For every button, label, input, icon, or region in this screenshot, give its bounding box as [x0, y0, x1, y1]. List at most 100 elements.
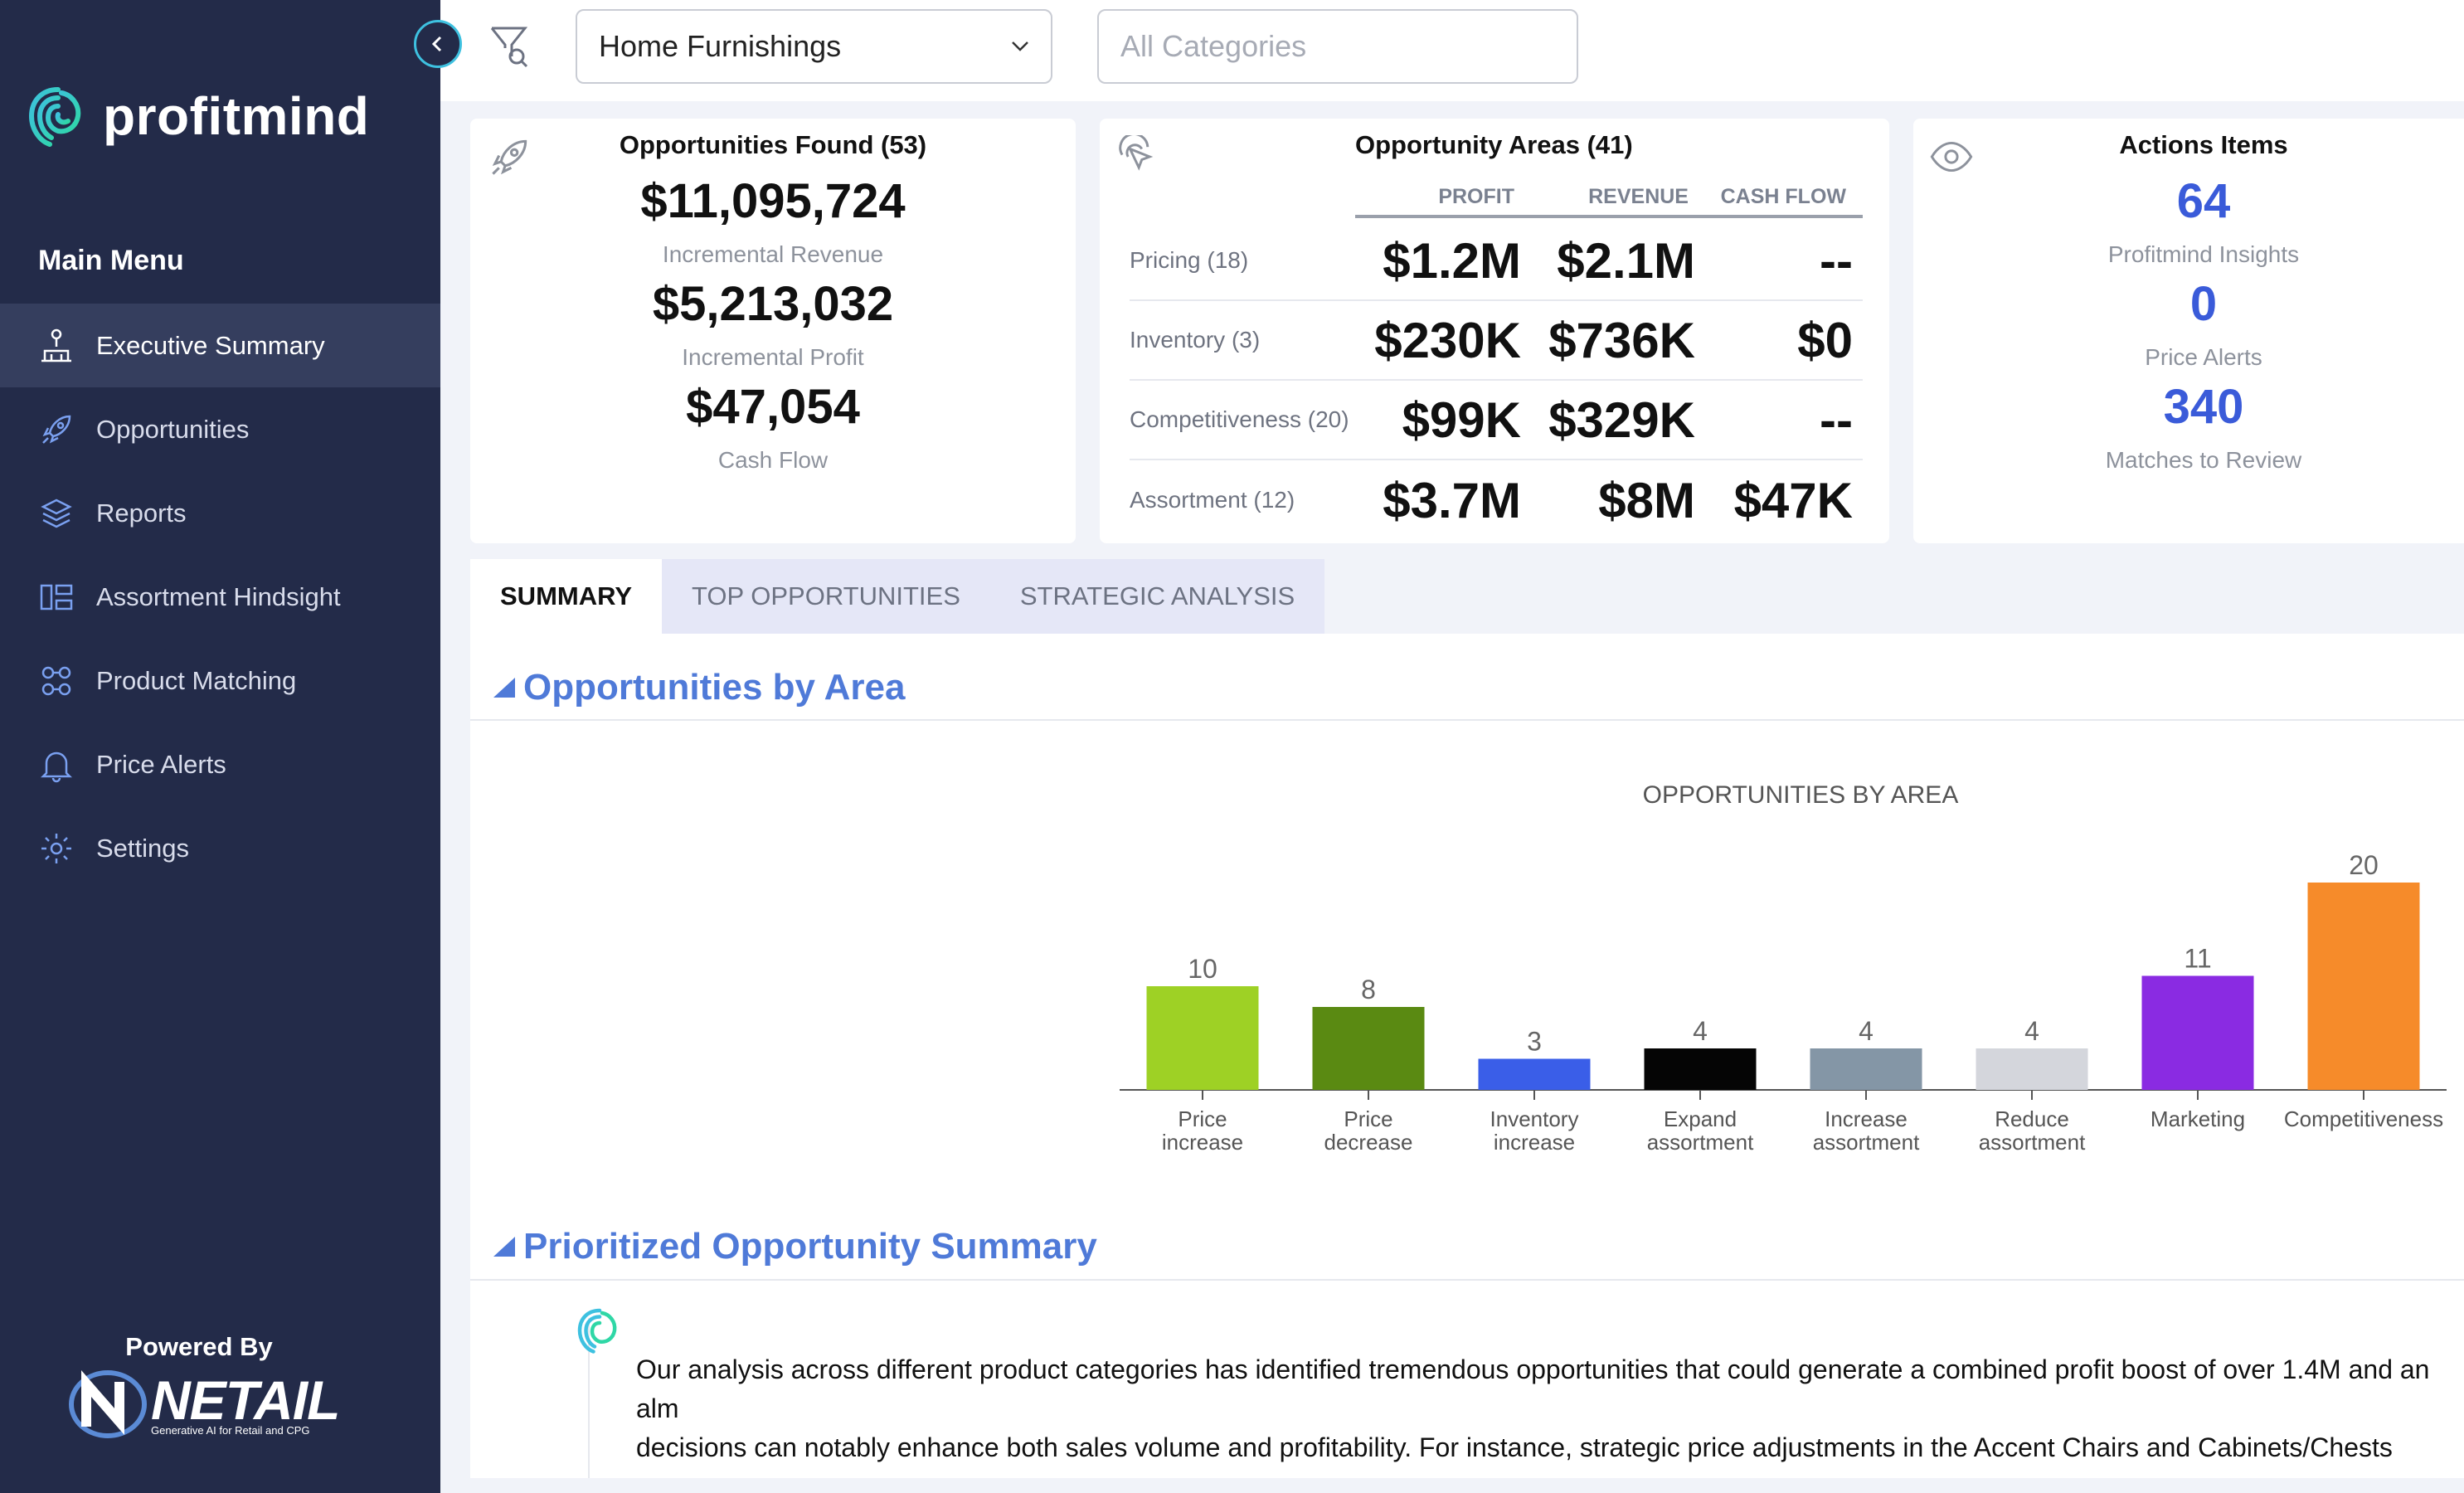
- bar-value-label: 3: [1527, 1027, 1542, 1057]
- price-alerts-label: Price Alerts: [2145, 344, 2262, 370]
- department-select-value: Home Furnishings: [599, 29, 842, 63]
- x-tick-label: Competitiveness: [2284, 1106, 2443, 1131]
- profitmind-logo[interactable]: profitmind: [25, 83, 369, 149]
- column-header-revenue: REVENUE: [1588, 185, 1689, 208]
- card-title: Actions Items: [2119, 130, 2288, 159]
- cash-flow-label: Cash Flow: [717, 447, 829, 473]
- bar-value-label: 4: [1859, 1016, 1874, 1046]
- opportunity-areas-card: Opportunity Areas (41) PROFIT REVENUE CA…: [1100, 119, 1889, 543]
- tabs: SUMMARY TOP OPPORTUNITIES STRATEGIC ANAL…: [470, 559, 1325, 634]
- prioritized-summary-header[interactable]: Prioritized Opportunity Summary: [493, 1226, 1097, 1267]
- opportunity-area-row-competitiveness[interactable]: Competitiveness (20) $99K $329K --: [1130, 381, 1863, 460]
- insights-count[interactable]: 64: [2176, 174, 2231, 228]
- department-select[interactable]: Home Furnishings: [576, 9, 1052, 84]
- filter-bar: Home Furnishings: [440, 0, 2464, 101]
- row-revenue: $329K: [1548, 391, 1695, 448]
- row-revenue: $8M: [1598, 472, 1695, 528]
- sidebar-item-opportunities[interactable]: Opportunities: [0, 387, 440, 471]
- bar-inventory-increase: [1478, 1058, 1591, 1090]
- bar-competitiveness: [2307, 883, 2420, 1090]
- layers-icon: [41, 498, 72, 528]
- org-chart-icon: [41, 328, 71, 362]
- opportunity-area-row-pricing[interactable]: Pricing (18) $1.2M $2.1M --: [1130, 221, 1863, 301]
- row-profit: $1.2M: [1383, 232, 1521, 289]
- sidebar-item-label: Assortment Hindsight: [96, 581, 341, 611]
- row-profit: $99K: [1402, 391, 1521, 448]
- row-cash-flow: --: [1820, 391, 1853, 448]
- matches-label: Matches to Review: [2105, 447, 2302, 473]
- x-tick-label: Expand assortment: [1647, 1106, 1754, 1155]
- tab-strategic-analysis[interactable]: STRATEGIC ANALYSIS: [989, 559, 1325, 634]
- row-profit: $3.7M: [1383, 472, 1521, 528]
- matches-count[interactable]: 340: [2163, 380, 2244, 434]
- eye-icon: [1930, 135, 1973, 182]
- collapse-triangle-icon: [493, 1237, 515, 1257]
- cursor-click-icon: [1116, 133, 1159, 182]
- tab-summary[interactable]: SUMMARY: [470, 559, 663, 634]
- bar-value-label: 8: [1361, 975, 1376, 1004]
- section-title: Opportunities by Area: [523, 667, 906, 708]
- assortment-icon: [40, 584, 73, 610]
- rocket-icon: [487, 135, 532, 184]
- row-label: Pricing (18): [1130, 247, 1249, 273]
- sidebar-item-executive-summary[interactable]: Executive Summary: [0, 304, 440, 387]
- x-tick-label: Inventory increase: [1490, 1106, 1579, 1155]
- sidebar-item-reports[interactable]: Reports: [0, 471, 440, 555]
- bar-increase-assortment: [1810, 1048, 1922, 1090]
- chevron-left-icon: [431, 36, 442, 52]
- sidebar: profitmind Main Menu Executive Summary O…: [0, 0, 440, 1493]
- summary-text: Our analysis across different product ca…: [636, 1354, 2430, 1475]
- card-title-text: Opportunity Areas (41): [1355, 130, 1633, 159]
- app-name: profitmind: [103, 86, 370, 146]
- opportunities-by-area-chart: OPPORTUNITIES BY AREA 10 Price increase 8 Pri…: [1120, 781, 2447, 1155]
- section-divider: [470, 1279, 2464, 1281]
- gear-icon: [41, 833, 71, 863]
- main-menu: Executive Summary Opportunities Reports …: [0, 304, 440, 890]
- bar-value-label: 4: [2024, 1016, 2039, 1046]
- fingerprint-logo-icon: [28, 87, 81, 147]
- price-alerts-count[interactable]: 0: [2189, 277, 2218, 331]
- tab-top-opportunities[interactable]: TOP OPPORTUNITIES: [662, 559, 990, 634]
- incremental-profit-label: Incremental Profit: [682, 344, 864, 370]
- row-revenue: $736K: [1548, 312, 1695, 368]
- sidebar-item-assortment-hindsight[interactable]: Assortment Hindsight: [0, 555, 440, 639]
- x-tick-label: Price decrease: [1324, 1106, 1413, 1155]
- filter-search-icon[interactable]: [488, 23, 530, 74]
- netail-n-logo-icon: [69, 1369, 147, 1438]
- row-label: Competitiveness (20): [1130, 406, 1349, 432]
- incremental-revenue-label: Incremental Revenue: [662, 241, 884, 267]
- card-title: Opportunity Areas (41): [1355, 130, 1863, 160]
- sidebar-item-label: Executive Summary: [96, 330, 325, 360]
- row-cash-flow: --: [1820, 232, 1853, 289]
- sidebar-item-settings[interactable]: Settings: [0, 806, 440, 890]
- collapse-sidebar-button[interactable]: [414, 20, 462, 68]
- opportunity-area-row-inventory[interactable]: Inventory (3) $230K $736K $0: [1130, 301, 1863, 381]
- bar-value-label: 4: [1693, 1016, 1708, 1046]
- opportunities-by-area-header[interactable]: Opportunities by Area: [493, 667, 905, 708]
- bar-reduce-assortment: [1976, 1048, 2088, 1090]
- opportunity-area-row-assortment[interactable]: Assortment (12) $3.7M $8M $47K: [1130, 460, 1863, 540]
- row-profit: $230K: [1374, 312, 1521, 368]
- x-tick-label: Reduce assortment: [1979, 1106, 2086, 1155]
- sidebar-item-product-matching[interactable]: Product Matching: [0, 639, 440, 722]
- sidebar-item-label: Product Matching: [96, 665, 297, 695]
- row-label: Assortment (12): [1130, 487, 1295, 513]
- bar-marketing: [2141, 975, 2254, 1090]
- sidebar-item-price-alerts[interactable]: Price Alerts: [0, 722, 440, 806]
- section-divider: [470, 719, 2464, 721]
- category-input[interactable]: [1097, 9, 1578, 84]
- sidebar-item-label: Settings: [96, 833, 190, 863]
- incremental-profit-value: $5,213,032: [652, 277, 894, 331]
- card-title: Opportunities Found (53): [619, 130, 927, 159]
- row-cash-flow: $47K: [1733, 472, 1853, 528]
- cash-flow-value: $47,054: [686, 380, 860, 434]
- column-header-cash-flow: CASH FLOW: [1720, 185, 1846, 208]
- summary-quote-border: [588, 1318, 2464, 1478]
- incremental-revenue-value: $11,095,724: [640, 174, 906, 228]
- netail-tagline: Generative AI for Retail and CPG: [151, 1423, 310, 1437]
- bell-icon: [40, 751, 73, 782]
- opportunity-areas-header: PROFIT REVENUE CASH FLOW: [1355, 185, 1863, 218]
- x-tick-label: Marketing: [2151, 1106, 2245, 1131]
- bar-value-label: 20: [2349, 850, 2379, 880]
- column-header-profit: PROFIT: [1438, 185, 1514, 208]
